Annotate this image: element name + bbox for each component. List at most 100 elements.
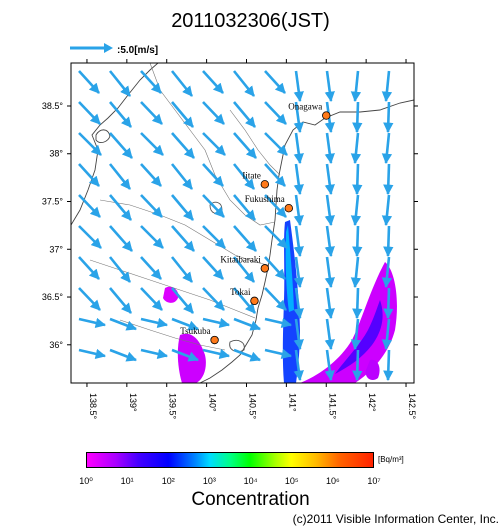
location-label: Iitate	[242, 170, 261, 180]
wind-arrow	[383, 225, 394, 258]
wind-arrow	[78, 287, 101, 311]
wind-arrow	[78, 70, 100, 94]
wind-arrow	[202, 317, 231, 328]
lon-tick-label: 138.5°	[88, 393, 98, 420]
wind-arrow	[350, 256, 362, 289]
wind-arrow	[232, 163, 256, 190]
wind-arrow	[140, 348, 169, 359]
lon-tick-label: 142.5°	[407, 393, 417, 420]
wind-arrow	[264, 70, 286, 94]
wind-arrow	[202, 132, 226, 156]
location-label: Onagawa	[288, 102, 322, 112]
wind-arrow	[140, 256, 162, 280]
wind-arrow	[108, 256, 132, 283]
wind-arrow	[78, 256, 100, 280]
wind-arrow	[324, 70, 335, 103]
wind-arrow	[381, 194, 393, 227]
wind-arrow	[293, 194, 304, 227]
lat-tick-label: 36.5°	[42, 292, 64, 302]
wind-arrow	[324, 287, 335, 320]
wind-arrow	[108, 163, 132, 190]
wind-arrow	[140, 163, 162, 187]
wind-arrow	[264, 348, 293, 359]
wind-arrow	[78, 225, 102, 249]
wind-arrow	[171, 132, 195, 159]
wind-arrow	[108, 70, 132, 97]
wind-arrow	[232, 256, 256, 283]
wind-arrow	[202, 348, 231, 359]
legend-arrow-label: :5.0[m/s]	[117, 45, 159, 56]
wind-arrow	[293, 70, 304, 103]
wind-arrow	[140, 70, 162, 94]
wind-arrow	[350, 318, 362, 351]
wind-arrow	[352, 101, 363, 134]
wind-arrow	[140, 317, 169, 328]
wind-arrow	[109, 348, 137, 362]
wind-arrow	[171, 225, 195, 252]
wind-arrow	[383, 349, 394, 382]
colorbar-tick-label: 10⁰	[79, 476, 93, 486]
honshu-west-coast	[71, 63, 159, 226]
wind-arrow	[78, 194, 101, 218]
wind-arrow	[352, 349, 363, 382]
offshore-plume-east-core	[335, 300, 383, 374]
wind-arrow	[293, 163, 304, 196]
wind-arrow	[171, 317, 199, 331]
location-marker	[322, 111, 331, 120]
wind-arrow	[109, 194, 132, 221]
wind-arrow	[293, 132, 304, 165]
wind-arrow	[109, 225, 133, 252]
wind-arrow	[352, 163, 363, 196]
lon-tick-label: 141.5°	[327, 393, 337, 420]
wind-arrow	[264, 317, 293, 328]
prefecture-border-2	[99, 199, 269, 266]
wind-arrow	[171, 287, 194, 314]
lake-kasumigaura	[229, 339, 245, 353]
wind-arrow	[170, 163, 194, 190]
wind-arrow	[350, 132, 362, 165]
credit-text: (c)2011 Visible Information Center, Inc.	[292, 512, 499, 526]
wind-arrow	[78, 163, 100, 187]
colorbar-unit: [Bq/m³]	[378, 455, 404, 464]
axis-ticks: 138.5° 139° 139.5° 140° 140.5° 141° 141.5° 142°…	[42, 59, 418, 420]
map-frame	[70, 62, 415, 384]
wind-arrow	[264, 225, 288, 249]
wind-arrow	[202, 287, 225, 311]
colorbar	[86, 452, 374, 468]
wind-arrow	[293, 256, 304, 289]
wind-arrow	[324, 163, 335, 196]
wind-arrow	[350, 194, 362, 227]
lon-tick-label: 140°	[208, 393, 218, 412]
lat-tick-label: 37°	[49, 244, 63, 254]
location-marker	[260, 180, 270, 189]
location-label: Tsukuba	[180, 326, 210, 336]
lat-tick-label: 38°	[49, 149, 63, 159]
wind-arrow	[78, 348, 107, 359]
lon-tick-label: 139.5°	[168, 393, 178, 420]
wind-arrow	[264, 101, 287, 125]
wind-arrow	[233, 348, 261, 362]
lon-tick-label: 142°	[367, 393, 377, 412]
wind-arrow	[140, 194, 163, 218]
lon-tick-label: 139°	[128, 393, 138, 412]
location-markers: Onagawa Iitate Fukushima Kitaibaraki Tokai Ts…	[180, 102, 331, 345]
wind-arrow	[78, 317, 107, 328]
lon-tick-label: 140.5°	[247, 393, 257, 420]
wind-arrow	[233, 317, 261, 331]
wind-arrow	[109, 287, 132, 314]
lat-tick-label: 37.5°	[42, 197, 64, 207]
location-marker	[284, 203, 293, 213]
wind-arrow	[381, 70, 393, 103]
location-marker	[260, 264, 270, 273]
wind-arrow	[264, 256, 286, 280]
wind-arrow	[171, 348, 199, 362]
wind-arrow	[202, 101, 225, 125]
wind-arrow	[381, 318, 393, 351]
sado-island	[95, 129, 111, 143]
wind-arrow	[264, 287, 287, 311]
wind-arrow	[324, 132, 335, 165]
wind-arrow	[352, 225, 363, 258]
wind-arrow	[170, 256, 194, 283]
wind-arrow	[202, 256, 224, 280]
wind-arrow	[324, 194, 335, 227]
